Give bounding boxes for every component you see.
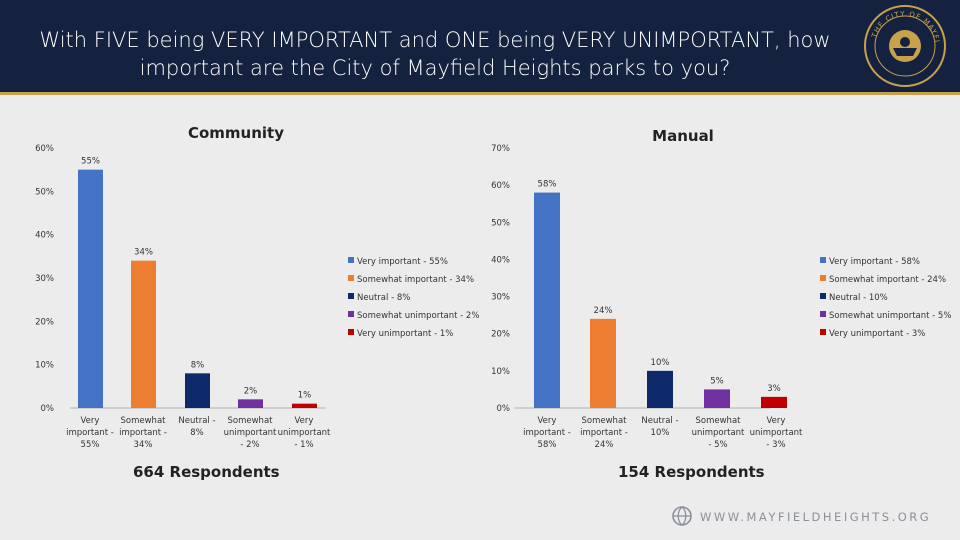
header-accent-line xyxy=(0,92,960,95)
community-legend-swatch xyxy=(348,329,354,335)
manual-bar xyxy=(590,318,616,408)
community-y-tick-label: 40% xyxy=(35,231,54,241)
header-bar xyxy=(0,0,960,92)
manual-legend-swatch xyxy=(820,257,826,263)
community-y-tick-label: 20% xyxy=(35,317,54,327)
manual-legend-entry: Very important - 58% xyxy=(829,257,920,267)
manual-category-label: Somewhat unimportant - 5% xyxy=(692,416,745,450)
manual-data-label: 24% xyxy=(594,306,613,316)
manual-category-label: Somewhat important -24% xyxy=(580,416,628,450)
community-bar xyxy=(238,399,263,408)
community-category-label: Somewhat unimportant - 2% xyxy=(224,416,277,450)
footer: WWW.MAYFIELDHEIGHTS.ORG xyxy=(672,506,932,528)
community-y-tick-label: 30% xyxy=(35,274,54,284)
community-category-label: Very unimportant - 1% xyxy=(278,416,331,450)
manual-bar xyxy=(647,370,673,408)
manual-y-tick-label: 30% xyxy=(491,293,510,303)
community-y-tick-label: 60% xyxy=(35,144,54,154)
community-bar xyxy=(78,169,103,408)
manual-category-label: Neutral -10% xyxy=(641,416,678,438)
manual-data-label: 3% xyxy=(767,384,781,394)
manual-y-tick-label: 70% xyxy=(491,144,510,154)
community-bar xyxy=(131,260,156,408)
community-legend-swatch xyxy=(348,311,354,317)
manual-legend-entry: Neutral - 10% xyxy=(829,293,888,303)
community-legend-entry: Neutral - 8% xyxy=(357,293,410,303)
manual-chart-title: Manual xyxy=(652,127,714,145)
manual-category-label: Very unimportant - 3% xyxy=(750,416,803,450)
manual-y-tick-label: 20% xyxy=(491,330,510,340)
manual-y-tick-label: 60% xyxy=(491,181,510,191)
community-legend-entry: Very important - 55% xyxy=(357,257,448,267)
manual-respondents: 154 Respondents xyxy=(618,463,765,481)
community-respondents: 664 Respondents xyxy=(133,463,280,481)
community-data-label: 55% xyxy=(81,157,100,167)
manual-legend-swatch xyxy=(820,293,826,299)
manual-y-tick-label: 40% xyxy=(491,255,510,265)
community-legend-entry: Somewhat important - 34% xyxy=(357,275,474,285)
community-legend-entry: Very unimportant - 1% xyxy=(357,329,453,339)
manual-y-tick-label: 0% xyxy=(497,404,511,414)
community-data-label: 2% xyxy=(244,386,258,396)
slide-title: With FIVE being VERY IMPORTANT and ONE b… xyxy=(39,28,831,80)
manual-data-label: 10% xyxy=(651,358,670,368)
community-bar xyxy=(292,403,317,408)
community-bar xyxy=(185,373,210,408)
globe-icon xyxy=(672,506,692,526)
manual-bar xyxy=(704,389,730,408)
community-legend-swatch xyxy=(348,257,354,263)
manual-data-label: 58% xyxy=(538,180,557,190)
community-category-label: Somewhat important -34% xyxy=(119,416,167,450)
manual-category-label: Very important -58% xyxy=(523,416,571,450)
community-y-tick-label: 50% xyxy=(35,187,54,197)
community-y-tick-label: 10% xyxy=(35,361,54,371)
manual-data-label: 5% xyxy=(710,376,724,386)
manual-bar xyxy=(761,396,787,408)
community-data-label: 34% xyxy=(134,248,153,258)
manual-legend-entry: Very unimportant - 3% xyxy=(829,329,925,339)
manual-legend-swatch xyxy=(820,329,826,335)
community-data-label: 1% xyxy=(298,391,312,401)
manual-y-tick-label: 10% xyxy=(491,367,510,377)
community-legend-swatch xyxy=(348,293,354,299)
community-data-label: 8% xyxy=(191,360,205,370)
city-seal-icon: THE CITY OF MAYFIELD HEIGHTS OHIO xyxy=(863,4,946,87)
community-category-label: Very important -55% xyxy=(66,416,114,450)
manual-legend-entry: Somewhat important - 24% xyxy=(829,275,946,285)
manual-legend-entry: Somewhat unimportant - 5% xyxy=(829,311,951,321)
community-y-tick-label: 0% xyxy=(41,404,55,414)
community-category-label: Neutral -8% xyxy=(178,416,215,438)
website-url[interactable]: WWW.MAYFIELDHEIGHTS.ORG xyxy=(700,510,932,524)
community-legend-swatch xyxy=(348,275,354,281)
community-legend-entry: Somewhat unimportant - 2% xyxy=(357,311,479,321)
manual-y-tick-label: 50% xyxy=(491,218,510,228)
manual-legend-swatch xyxy=(820,275,826,281)
community-chart-title: Community xyxy=(188,124,284,142)
manual-legend-swatch xyxy=(820,311,826,317)
manual-bar xyxy=(534,192,560,408)
